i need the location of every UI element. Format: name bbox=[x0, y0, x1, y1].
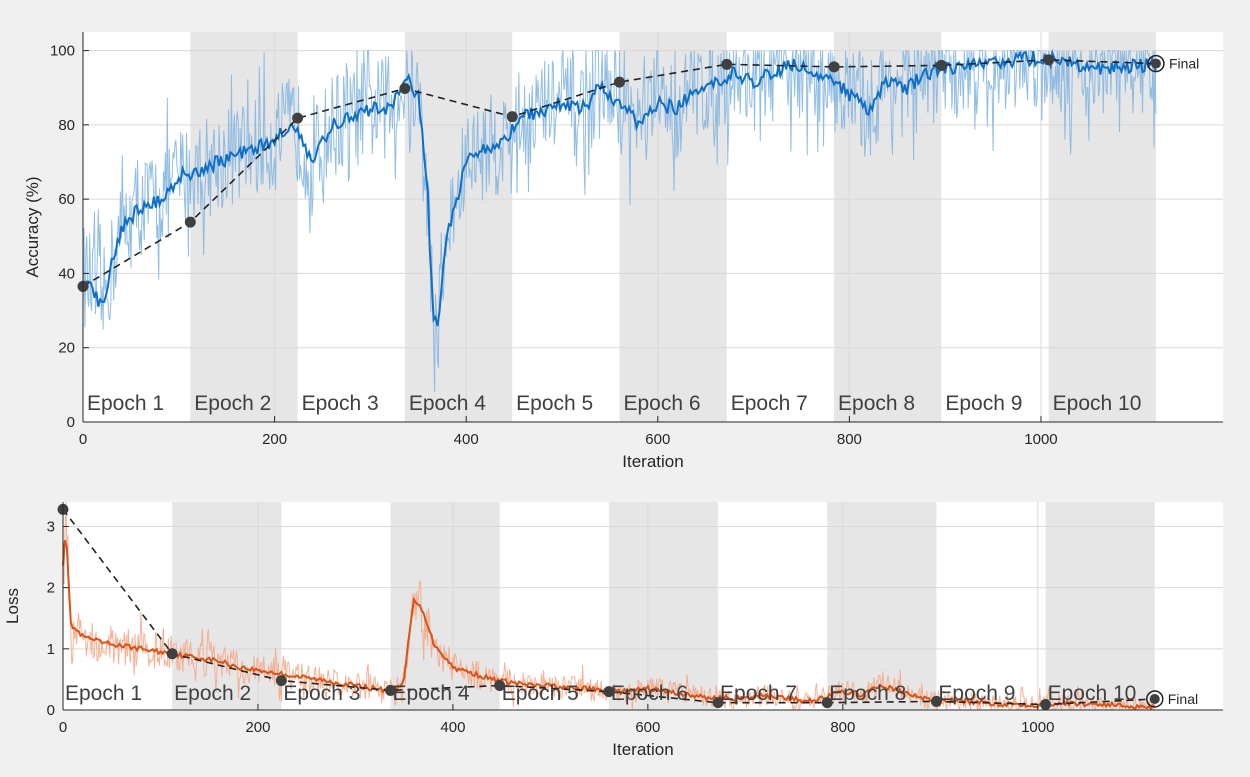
validation-point bbox=[828, 61, 840, 73]
accuracy-chart: Final Epoch 1 Epoch 2 Epoch 3 Epoch 4 Epoch 5… bbox=[23, 32, 1223, 471]
x-tick-label: 400 bbox=[454, 431, 479, 448]
final-label: Final bbox=[1169, 56, 1199, 72]
final-marker bbox=[1146, 690, 1164, 708]
validation-point bbox=[399, 82, 411, 94]
validation-point bbox=[603, 686, 615, 698]
epoch-label-2: Epoch 2 bbox=[174, 682, 251, 705]
y-tick-label: 60 bbox=[58, 191, 75, 208]
final-marker bbox=[1147, 54, 1165, 73]
validation-point bbox=[721, 58, 733, 70]
x-tick-label: 600 bbox=[635, 719, 660, 736]
validation-point bbox=[935, 59, 947, 71]
validation-point bbox=[494, 680, 506, 692]
x-tick-label: 200 bbox=[262, 431, 287, 448]
epoch-label-9: Epoch 9 bbox=[938, 682, 1015, 705]
y-tick-label: 0 bbox=[47, 702, 55, 719]
final-marker-dot bbox=[1150, 58, 1161, 69]
epoch-label-4: Epoch 4 bbox=[409, 392, 486, 415]
epoch-label-8: Epoch 8 bbox=[838, 392, 915, 415]
epoch-label-5: Epoch 5 bbox=[516, 392, 593, 415]
epoch-label-10: Epoch 10 bbox=[1053, 392, 1142, 415]
epoch-label-1: Epoch 1 bbox=[87, 392, 164, 415]
training-raw-line bbox=[82, 50, 1157, 393]
y-tick-label: 3 bbox=[47, 518, 55, 535]
y-axis-label: Accuracy (%) bbox=[23, 176, 42, 277]
epoch-label-1: Epoch 1 bbox=[65, 682, 142, 705]
x-tick-label: 800 bbox=[830, 719, 855, 736]
epoch-label-2: Epoch 2 bbox=[194, 392, 271, 415]
epoch-label-3: Epoch 3 bbox=[302, 392, 379, 415]
y-tick-label: 2 bbox=[47, 580, 55, 597]
epoch-label-3: Epoch 3 bbox=[283, 682, 360, 705]
epoch-shade-4 bbox=[404, 32, 513, 422]
x-axis-label: Iteration bbox=[622, 452, 683, 471]
validation-point bbox=[506, 111, 518, 123]
epoch-shade-2 bbox=[190, 32, 298, 422]
epoch-label-6: Epoch 6 bbox=[611, 682, 688, 705]
y-axis-label: Loss bbox=[3, 588, 22, 624]
y-tick-label: 40 bbox=[58, 265, 75, 282]
loss-chart: Final Epoch 1 Epoch 2 Epoch 3 Epoch 4 Epoch 5… bbox=[3, 501, 1223, 759]
epoch-shade-8 bbox=[827, 502, 937, 710]
x-tick-label: 0 bbox=[79, 431, 87, 448]
epoch-shade-2 bbox=[172, 502, 282, 710]
validation-point bbox=[613, 76, 625, 88]
epoch-label-8: Epoch 8 bbox=[829, 682, 906, 705]
validation-point bbox=[1040, 698, 1052, 710]
y-tick-label: 100 bbox=[50, 43, 75, 60]
epoch-shade-10 bbox=[1045, 502, 1155, 710]
validation-point bbox=[292, 112, 304, 124]
validation-point bbox=[184, 216, 196, 228]
x-tick-label: 400 bbox=[440, 719, 465, 736]
validation-point bbox=[712, 697, 724, 709]
epoch-label-10: Epoch 10 bbox=[1048, 682, 1137, 705]
y-tick-label: 80 bbox=[58, 117, 75, 134]
training-smoothed-line bbox=[82, 49, 1157, 327]
epoch-label-4: Epoch 4 bbox=[393, 682, 470, 705]
validation-point bbox=[821, 697, 833, 709]
x-tick-label: 200 bbox=[245, 719, 270, 736]
y-tick-label: 20 bbox=[58, 340, 75, 357]
epoch-label-6: Epoch 6 bbox=[623, 392, 700, 415]
epoch-label-5: Epoch 5 bbox=[502, 682, 579, 705]
x-tick-label: 800 bbox=[837, 431, 862, 448]
epoch-label-7: Epoch 7 bbox=[720, 682, 797, 705]
epoch-shade-10 bbox=[1048, 32, 1156, 422]
y-tick-label: 1 bbox=[47, 641, 55, 658]
x-tick-label: 1000 bbox=[1024, 431, 1057, 448]
epoch-label-9: Epoch 9 bbox=[945, 392, 1022, 415]
x-tick-label: 0 bbox=[59, 719, 67, 736]
x-tick-label: 1000 bbox=[1021, 719, 1054, 736]
epoch-shade-6 bbox=[608, 502, 719, 710]
validation-point bbox=[385, 684, 397, 696]
epoch-label-7: Epoch 7 bbox=[731, 392, 808, 415]
validation-point bbox=[930, 695, 942, 707]
final-label: Final bbox=[1168, 691, 1198, 707]
y-tick-label: 0 bbox=[67, 414, 75, 431]
validation-point bbox=[1043, 54, 1055, 66]
final-marker-dot bbox=[1149, 693, 1160, 704]
validation-line bbox=[62, 508, 1155, 706]
x-tick-label: 600 bbox=[645, 431, 670, 448]
validation-point bbox=[275, 675, 287, 687]
epoch-shade-4 bbox=[390, 502, 500, 710]
x-axis-label: Iteration bbox=[612, 740, 673, 759]
validation-point bbox=[166, 648, 178, 660]
